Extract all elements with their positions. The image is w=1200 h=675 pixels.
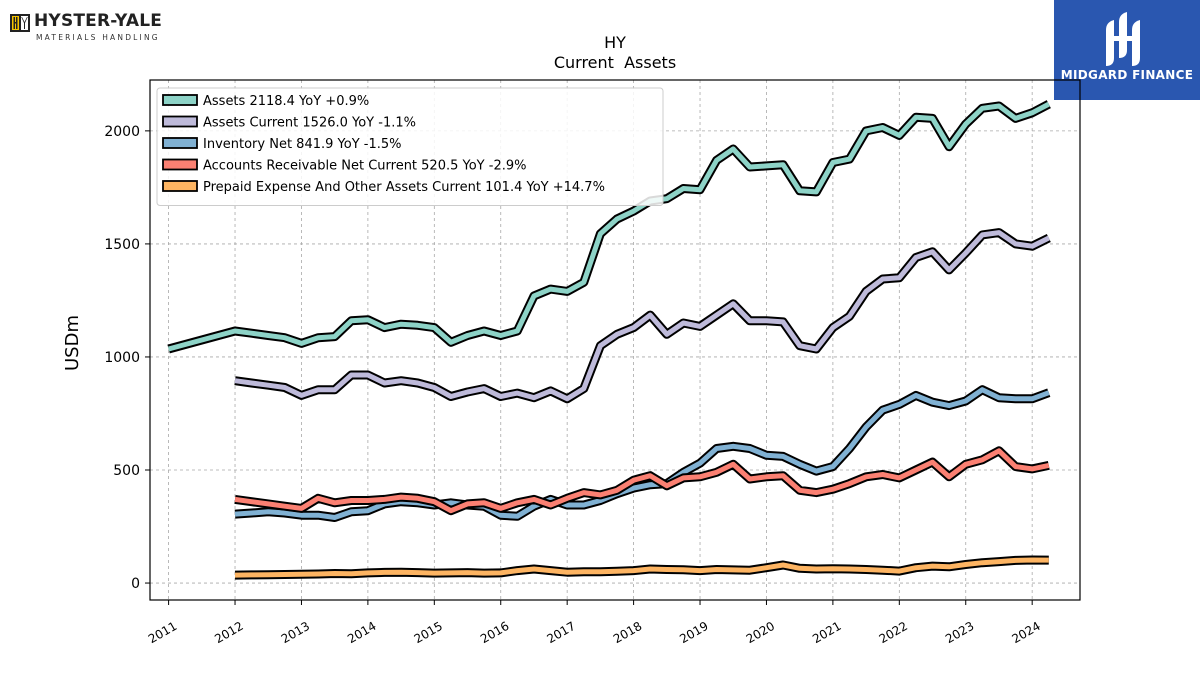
y-axis-label: USDm <box>62 315 83 371</box>
x-tick-label: 2023 <box>943 619 976 646</box>
x-tick-label: 2016 <box>478 619 511 646</box>
series-4 <box>234 555 1049 580</box>
y-tick-label: 0 <box>131 576 140 592</box>
plot-area-frame <box>149 79 1081 601</box>
x-tick-label: 2015 <box>412 619 445 646</box>
x-tick-label: 2013 <box>279 619 312 646</box>
series-line <box>167 101 1050 352</box>
y-axis: 0 500 1000 1500 2000 <box>104 124 150 592</box>
x-tick-label: 2011 <box>146 619 179 646</box>
legend-swatch <box>162 115 198 128</box>
hy-logo-icon <box>10 14 30 32</box>
midgard-logo-icon <box>1106 12 1140 66</box>
x-axis: 2011 2012 2013 2014 2015 2016 2017 2018 2019 2020… <box>146 600 1043 646</box>
x-tick-label: 2014 <box>345 619 378 646</box>
series-layer <box>167 100 1051 580</box>
y-tick-label: 500 <box>113 463 140 479</box>
legend-swatch <box>162 158 198 171</box>
y-tick-label: 1000 <box>104 350 140 366</box>
y-tick-label: 1500 <box>104 237 140 253</box>
legend: Assets 2118.4 YoY +0.9% Assets Current 15… <box>156 87 664 206</box>
series-line <box>234 557 1049 578</box>
publisher-logo: MIDGARD FINANCE <box>1054 0 1200 100</box>
company-logo-subtitle: MATERIALS HANDLING <box>36 33 160 42</box>
series-2 <box>234 385 1051 522</box>
x-tick-label: 2017 <box>544 619 577 646</box>
x-tick-label: 2019 <box>677 619 710 646</box>
x-tick-label: 2012 <box>212 619 245 646</box>
legend-swatch <box>162 94 198 106</box>
legend-label: Accounts Receivable Net Current 520.5 Yo… <box>203 159 526 174</box>
legend-box <box>156 87 664 206</box>
x-tick-label: 2022 <box>877 619 910 646</box>
series-1 <box>234 228 1051 404</box>
legend-swatch <box>162 180 198 192</box>
x-tick-label: 2020 <box>744 619 777 646</box>
series-line <box>234 387 1050 520</box>
legend-label: Assets Current 1526.0 YoY -1.1% <box>203 116 416 131</box>
series-3 <box>234 446 1050 516</box>
publisher-logo-name: MIDGARD FINANCE <box>1060 68 1194 82</box>
legend-label: Prepaid Expense And Other Assets Current… <box>203 180 605 195</box>
company-logo: HYSTER-YALE MATERIALS HANDLING <box>10 10 163 44</box>
x-tick-label: 2018 <box>611 619 644 646</box>
series-line <box>234 448 1050 514</box>
chart-subtitle: Current Assets <box>554 53 676 72</box>
series-0 <box>167 100 1051 354</box>
chart-title: HY <box>604 33 626 52</box>
legend-label: Inventory Net 841.9 YoY -1.5% <box>203 137 402 152</box>
x-tick-label: 2024 <box>1009 619 1042 646</box>
x-tick-label: 2021 <box>810 619 843 646</box>
series-line <box>234 230 1050 402</box>
legend-label: Assets 2118.4 YoY +0.9% <box>203 94 369 109</box>
company-logo-name: HYSTER-YALE <box>34 11 163 31</box>
y-tick-label: 2000 <box>104 124 140 140</box>
legend-swatch <box>162 137 198 149</box>
